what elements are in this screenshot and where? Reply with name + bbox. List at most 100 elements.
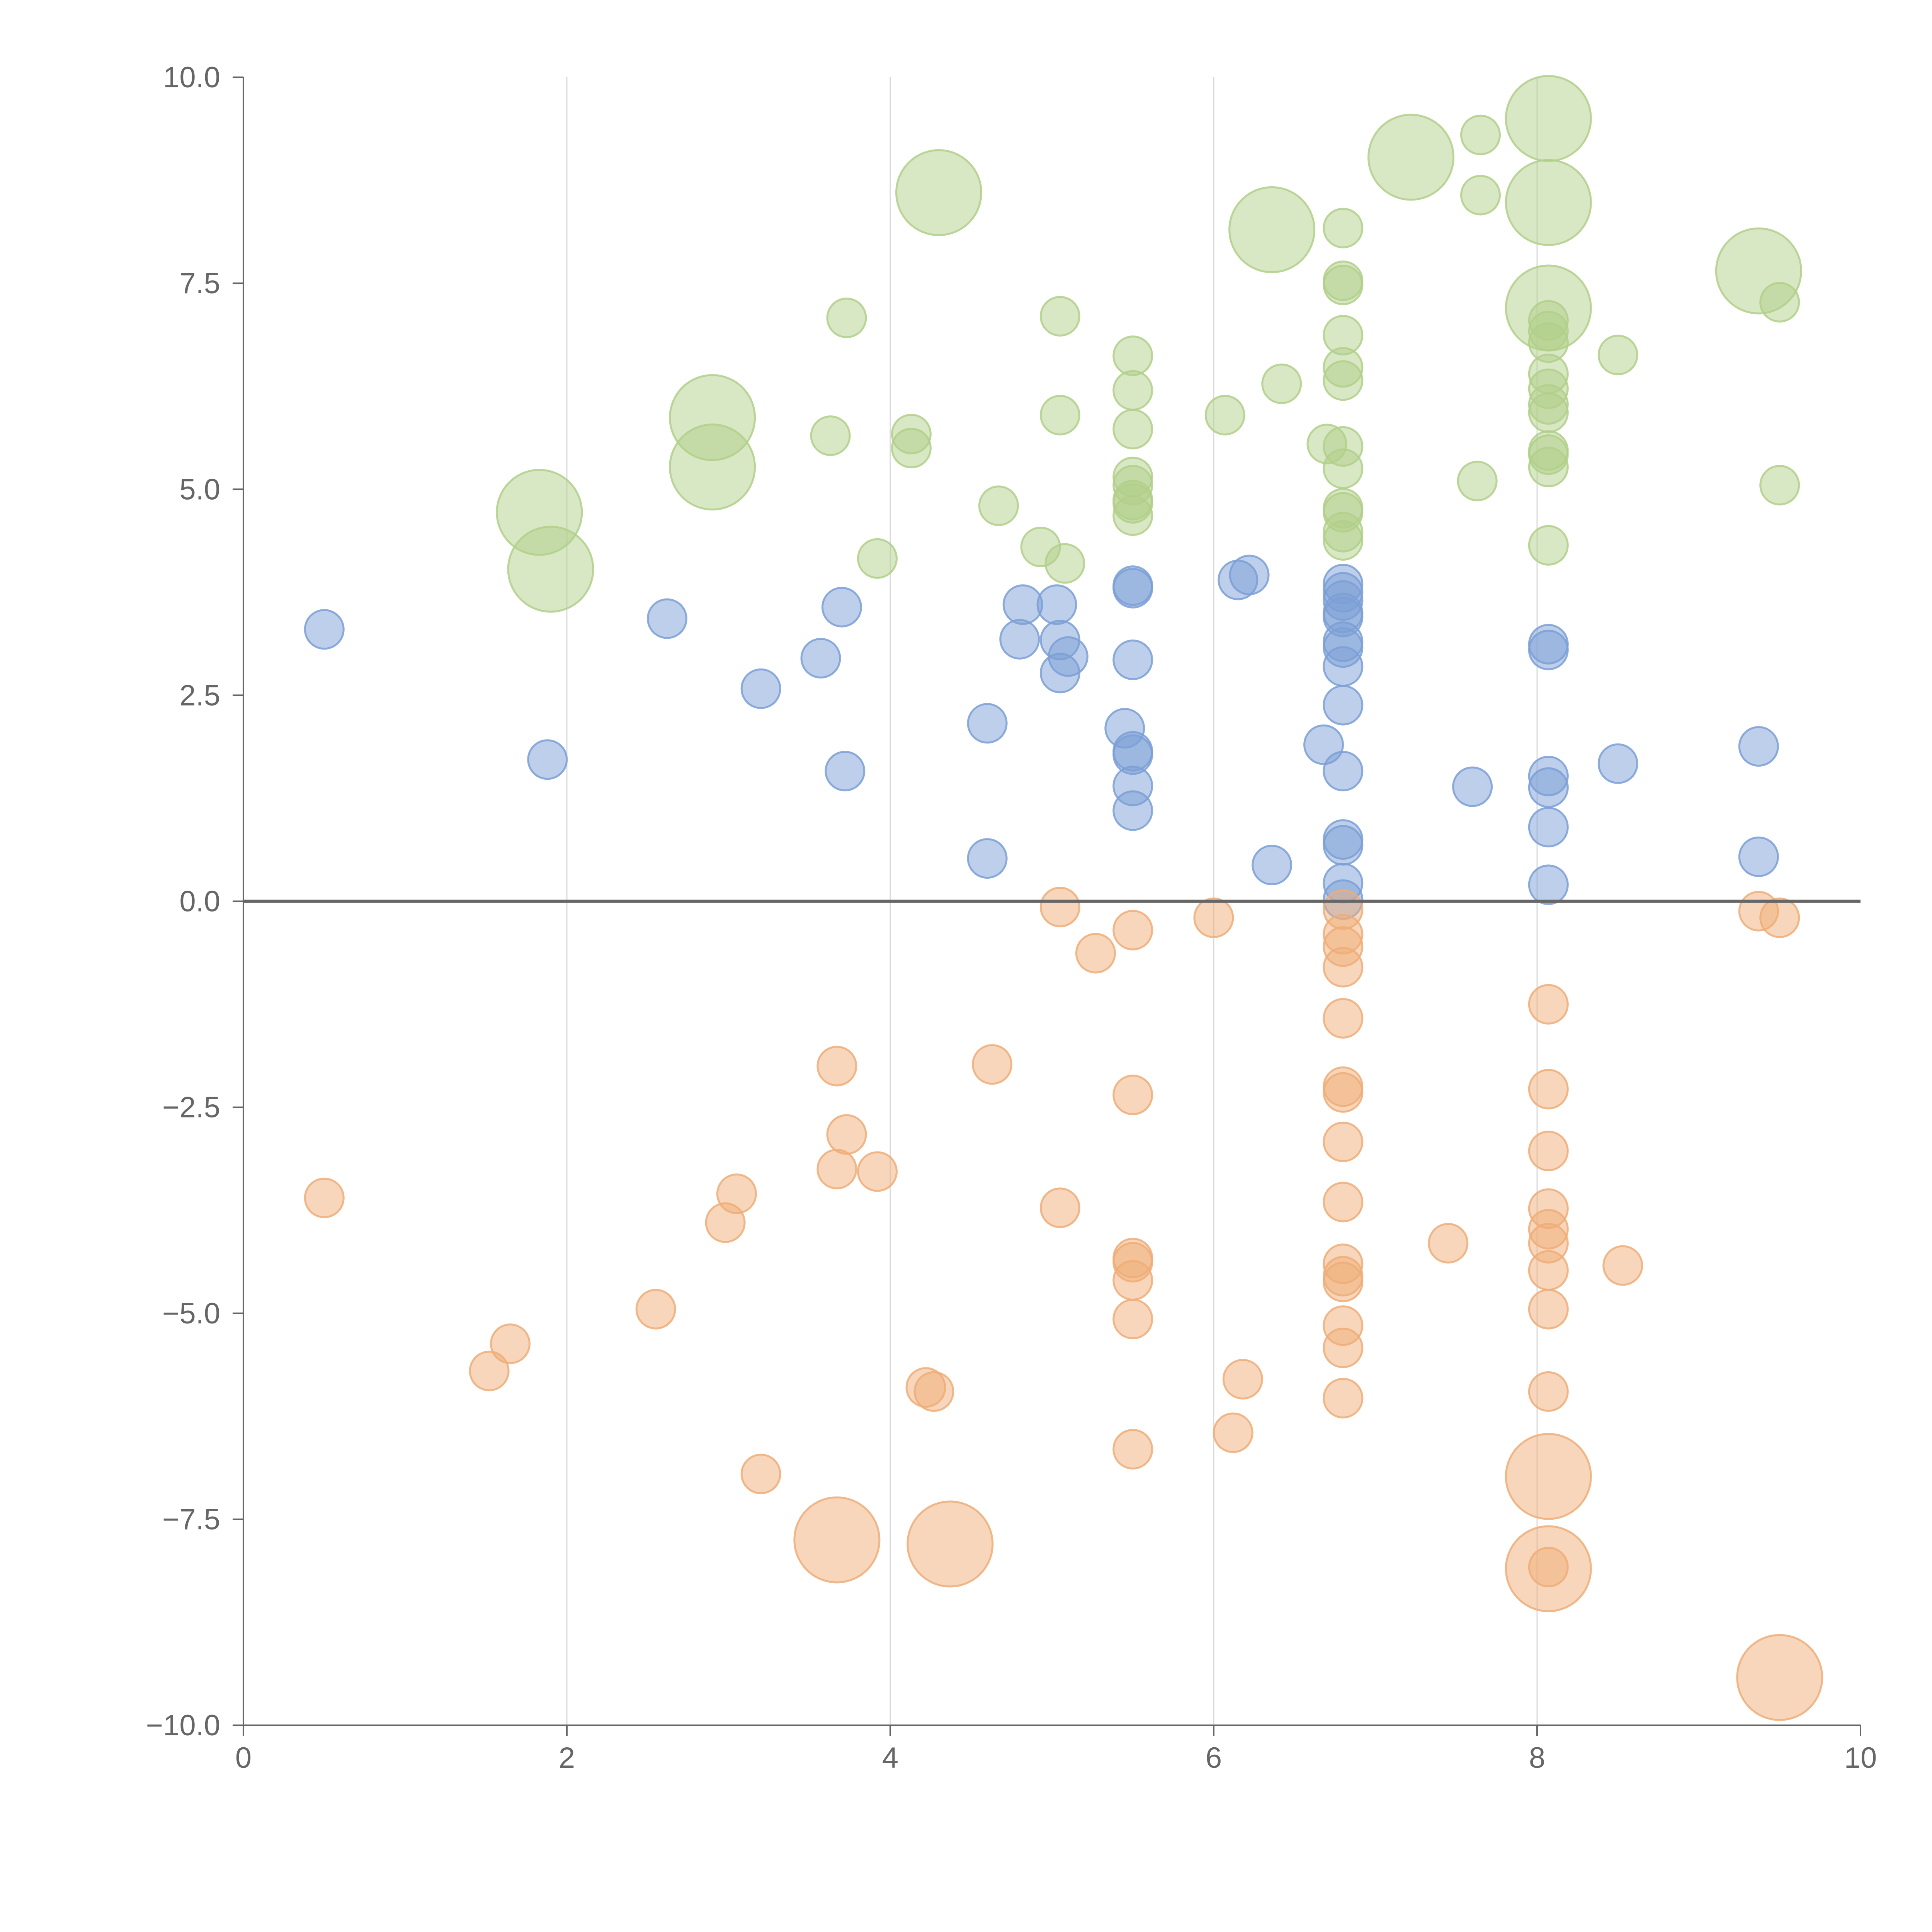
series-green	[496, 75, 1802, 613]
point-green-8	[891, 428, 932, 469]
point-green-9	[895, 149, 983, 236]
point-green-43	[1505, 75, 1592, 162]
point-blue-49	[1738, 726, 1779, 767]
point-green-4	[810, 415, 851, 456]
point-orange-2	[490, 1323, 531, 1364]
point-orange-47	[1528, 1131, 1569, 1172]
point-blue-14	[1048, 636, 1088, 677]
y-tick-label-5: −2.5	[162, 1091, 220, 1124]
point-green-32	[1323, 360, 1364, 401]
point-orange-15	[972, 1044, 1013, 1085]
point-orange-5	[716, 1173, 757, 1214]
y-tick-label-0: 10.0	[163, 61, 220, 94]
point-blue-18	[1112, 639, 1153, 680]
series-blue	[304, 554, 1779, 920]
point-green-13	[1039, 395, 1080, 435]
x-tick-label-3: 6	[1206, 1742, 1222, 1774]
point-orange-1	[469, 1350, 510, 1391]
point-blue-50	[1738, 836, 1779, 877]
point-orange-16	[1039, 886, 1080, 927]
point-green-42	[1460, 175, 1501, 216]
point-green-59	[1759, 282, 1800, 323]
point-green-25	[1261, 363, 1302, 404]
point-orange-32	[1323, 947, 1364, 988]
point-orange-6	[740, 1454, 781, 1495]
point-blue-46	[1528, 807, 1569, 848]
point-orange-42	[1323, 1327, 1364, 1368]
point-orange-53	[1528, 1371, 1569, 1412]
point-orange-24	[1112, 1299, 1153, 1340]
point-orange-17	[1039, 1187, 1080, 1228]
point-orange-52	[1528, 1289, 1569, 1330]
point-orange-13	[913, 1371, 954, 1412]
point-orange-26	[1193, 897, 1234, 938]
point-blue-34	[1323, 646, 1364, 687]
point-blue-41	[1452, 766, 1493, 807]
x-axis-ticks: 0 2 4 6 8 10	[235, 1725, 1877, 1774]
y-axis-ticks: 10.0 7.5 5.0 2.5 0.0 −2.5 −5.0 −7.5 −10.0	[146, 61, 243, 1742]
point-blue-38	[1323, 825, 1364, 866]
series-orange	[304, 886, 1823, 1721]
y-tick-label-1: 7.5	[179, 267, 220, 300]
point-orange-43	[1323, 1378, 1364, 1418]
point-green-1	[507, 526, 594, 613]
point-green-17	[1112, 409, 1153, 450]
point-orange-46	[1528, 1069, 1569, 1110]
point-green-39	[1367, 114, 1455, 201]
point-green-57	[1597, 335, 1638, 376]
point-orange-7	[816, 1046, 857, 1087]
point-blue-2	[646, 598, 687, 639]
y-tick-label-4: 0.0	[179, 885, 220, 918]
point-orange-0	[304, 1177, 345, 1218]
y-tick-label-7: −7.5	[162, 1503, 220, 1536]
point-green-38	[1323, 520, 1364, 561]
point-green-10	[978, 485, 1019, 526]
y-tick-label-2: 5.0	[179, 473, 220, 506]
point-green-12	[1039, 296, 1080, 337]
point-orange-37	[1323, 1182, 1364, 1223]
point-blue-7	[967, 703, 1008, 744]
point-blue-22	[1112, 790, 1153, 831]
point-blue-5	[821, 587, 862, 628]
point-orange-60	[1736, 1634, 1823, 1721]
point-orange-44	[1428, 1223, 1469, 1264]
point-green-60	[1759, 465, 1800, 506]
point-orange-23	[1112, 1260, 1153, 1301]
point-green-55	[1528, 447, 1569, 488]
point-orange-20	[1112, 1075, 1153, 1116]
point-green-6	[857, 538, 898, 579]
point-orange-11	[793, 1496, 881, 1583]
x-tick-label-2: 4	[882, 1742, 898, 1774]
point-blue-35	[1323, 685, 1364, 726]
x-tick-label-5: 10	[1844, 1742, 1877, 1774]
point-orange-57	[1602, 1245, 1643, 1286]
point-orange-18	[1075, 933, 1116, 974]
point-blue-45	[1528, 767, 1569, 808]
point-green-29	[1323, 264, 1364, 305]
y-tick-label-6: −5.0	[162, 1297, 220, 1330]
point-orange-27	[1213, 1412, 1253, 1453]
point-blue-17	[1112, 565, 1153, 606]
point-blue-36	[1323, 751, 1364, 792]
point-blue-6	[825, 751, 866, 792]
point-green-5	[826, 298, 867, 338]
point-green-14	[1044, 543, 1085, 584]
point-green-56	[1528, 525, 1569, 566]
point-orange-54	[1505, 1433, 1592, 1520]
point-green-22	[1112, 495, 1153, 536]
x-tick-label-1: 2	[559, 1742, 575, 1774]
point-orange-14	[906, 1500, 994, 1588]
point-blue-48	[1597, 743, 1638, 784]
point-orange-25	[1112, 1429, 1153, 1470]
y-tick-label-3: 2.5	[179, 679, 220, 712]
point-orange-40	[1323, 1262, 1364, 1303]
point-blue-1	[527, 739, 568, 780]
point-green-16	[1112, 370, 1153, 411]
point-orange-59	[1759, 897, 1800, 938]
point-blue-3	[740, 668, 781, 709]
point-blue-47	[1528, 864, 1569, 905]
point-blue-0	[304, 609, 345, 650]
x-tick-label-0: 0	[235, 1742, 252, 1774]
x-tick-label-4: 8	[1529, 1742, 1545, 1774]
